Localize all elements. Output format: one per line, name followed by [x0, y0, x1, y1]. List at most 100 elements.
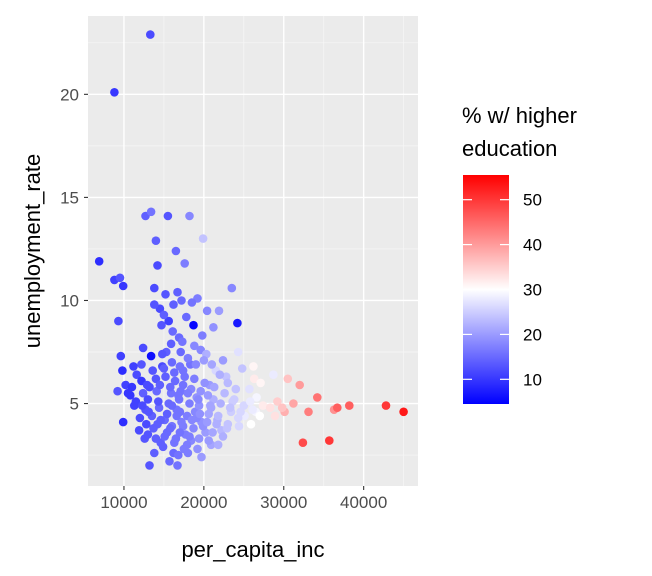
data-point [216, 399, 225, 408]
data-point [213, 440, 223, 450]
data-point [202, 417, 212, 427]
data-point [171, 434, 181, 443]
data-point [173, 287, 182, 297]
data-point [144, 407, 153, 417]
data-point [187, 298, 197, 307]
data-point [213, 411, 223, 421]
data-point [150, 300, 159, 309]
data-point [194, 395, 203, 404]
data-point [313, 393, 322, 402]
data-point [143, 395, 153, 404]
data-point [129, 362, 138, 371]
y-tick-label: 20 [60, 85, 79, 104]
data-point [223, 378, 233, 388]
data-point [146, 207, 156, 217]
data-point [273, 397, 282, 406]
legend-title-line-1: % w/ higher [462, 103, 577, 128]
x-axis-ticks: 10000 20000 30000 40000 [100, 486, 387, 512]
data-point [289, 399, 298, 408]
data-point [178, 366, 188, 375]
data-point [298, 438, 308, 448]
x-tick-label: 10000 [100, 493, 147, 512]
data-point [185, 432, 194, 441]
data-point [146, 30, 155, 39]
data-point [194, 434, 204, 443]
data-point [183, 388, 193, 398]
data-point [169, 300, 178, 309]
data-point [131, 397, 141, 406]
data-point [158, 442, 168, 452]
legend-tick-label: 10 [523, 370, 542, 389]
data-point [245, 384, 254, 394]
data-point [170, 376, 180, 386]
data-point [265, 403, 275, 413]
data-point [158, 349, 167, 359]
y-axis-title: unemployment_rate [20, 154, 45, 348]
data-point [227, 283, 237, 293]
data-point [215, 370, 225, 380]
data-point [218, 356, 228, 365]
data-point [168, 327, 177, 336]
data-point [333, 403, 342, 413]
data-point [255, 411, 265, 421]
data-point [248, 405, 257, 415]
data-point [174, 450, 183, 460]
data-point [198, 331, 207, 340]
data-point [206, 401, 215, 410]
legend-title-line-2: education [462, 136, 557, 161]
data-point [182, 312, 191, 322]
data-point [304, 407, 313, 417]
data-point [189, 424, 198, 433]
y-axis-ticks: 5 10 15 20 [60, 85, 88, 414]
data-point [236, 407, 245, 417]
data-point [118, 366, 127, 375]
data-point [191, 360, 201, 369]
data-point [166, 424, 175, 433]
data-point [246, 419, 256, 429]
data-point [159, 364, 169, 373]
data-point [185, 211, 194, 221]
data-point [163, 211, 173, 221]
data-point [161, 290, 170, 299]
data-point [135, 413, 145, 423]
legend-ticks: 10 20 30 40 50 [463, 191, 542, 389]
data-point [166, 382, 175, 392]
data-point [164, 316, 173, 326]
data-point [175, 428, 185, 437]
data-point [153, 261, 162, 270]
data-point [196, 386, 205, 396]
data-point [156, 415, 165, 425]
data-point [132, 370, 141, 380]
data-point [174, 391, 183, 400]
data-point [209, 382, 219, 392]
data-point [118, 281, 128, 291]
data-point [171, 246, 181, 256]
data-point [173, 461, 182, 470]
data-point [245, 397, 255, 406]
data-point [270, 411, 280, 421]
legend-tick-label: 40 [523, 236, 542, 255]
data-point [189, 320, 198, 330]
data-point [146, 351, 156, 361]
data-point [110, 88, 119, 97]
data-point [155, 380, 165, 390]
data-point [207, 360, 217, 369]
data-point [256, 378, 265, 388]
data-point [178, 337, 187, 347]
data-point [195, 409, 205, 419]
data-point [258, 401, 268, 410]
x-tick-label: 40000 [340, 493, 387, 512]
data-point [229, 395, 239, 404]
x-tick-label: 30000 [260, 493, 307, 512]
data-point [325, 436, 334, 445]
data-point [199, 356, 209, 365]
data-points [94, 30, 408, 470]
data-point [214, 306, 224, 316]
data-point [142, 380, 152, 390]
data-point [381, 401, 391, 410]
data-point [233, 318, 242, 328]
data-point [190, 374, 199, 384]
data-point [269, 370, 278, 380]
x-tick-label: 20000 [180, 493, 227, 512]
